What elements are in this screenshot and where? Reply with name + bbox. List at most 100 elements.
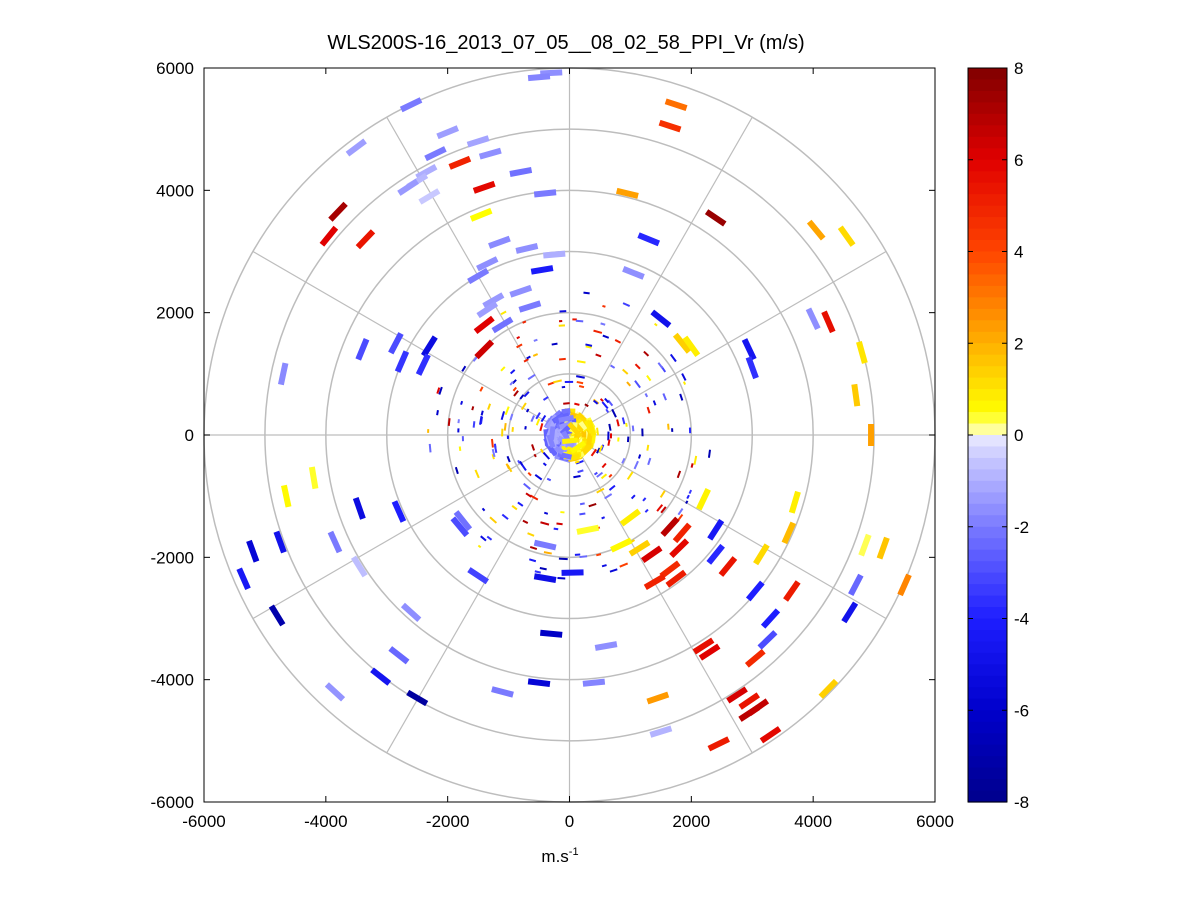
near-range-mark xyxy=(558,414,575,423)
mid-range-mark xyxy=(454,466,459,475)
mid-range-mark xyxy=(625,422,628,427)
colorbar-band xyxy=(968,641,1007,654)
mid-range-mark xyxy=(637,454,642,459)
mid-range-mark xyxy=(512,386,517,392)
mid-range-mark xyxy=(460,400,464,405)
velocity-return xyxy=(421,335,438,358)
velocity-return xyxy=(328,201,348,222)
velocity-return xyxy=(897,573,912,597)
velocity-return xyxy=(308,466,319,490)
near-range-mark xyxy=(586,419,597,437)
colorbar-band xyxy=(968,779,1007,792)
velocity-return xyxy=(707,518,725,541)
mid-range-mark xyxy=(595,353,602,358)
velocity-return xyxy=(391,500,407,523)
mid-range-mark xyxy=(593,399,599,405)
colorbar-band xyxy=(968,240,1007,253)
colorbar-band xyxy=(968,79,1007,92)
mid-range-mark xyxy=(644,393,649,398)
near-range-mark xyxy=(570,453,581,461)
colorbar-band xyxy=(968,148,1007,161)
velocity-return xyxy=(582,678,606,687)
colorbar-band xyxy=(968,354,1007,367)
mid-range-mark xyxy=(647,457,652,466)
mid-range-mark xyxy=(559,357,566,361)
y-tick-label: 0 xyxy=(185,426,194,445)
mid-range-mark xyxy=(553,379,562,384)
mid-range-mark xyxy=(600,322,606,326)
y-tick-label: 6000 xyxy=(156,59,194,78)
mid-range-mark xyxy=(646,444,650,451)
mid-range-mark xyxy=(646,406,651,414)
velocity-return xyxy=(783,580,801,602)
colorbar-band xyxy=(968,549,1007,562)
azimuth-spoke xyxy=(568,116,753,436)
mid-range-mark xyxy=(509,413,514,421)
near-range-mark xyxy=(552,427,559,445)
mid-range-mark xyxy=(677,513,684,521)
near-range-mark xyxy=(582,442,593,454)
velocity-return xyxy=(277,362,289,386)
mid-range-mark xyxy=(480,535,487,542)
mid-range-mark xyxy=(681,373,687,381)
colorbar-band xyxy=(968,343,1007,356)
mid-range-mark xyxy=(540,414,547,423)
velocity-return xyxy=(594,641,618,651)
velocity-return xyxy=(450,516,470,538)
colorbar-band xyxy=(968,710,1007,723)
chart-title: WLS200S-16_2013_07_05__08_02_58_PPI_Vr (… xyxy=(327,32,804,54)
x-tick-label: 4000 xyxy=(794,812,832,831)
colorbar-band xyxy=(968,113,1007,126)
mid-range-mark xyxy=(489,516,498,524)
colorbar-band xyxy=(968,687,1007,700)
mid-range-mark xyxy=(608,423,612,431)
velocity-return xyxy=(876,536,890,560)
x-axis-label-exponent: -1 xyxy=(569,846,579,858)
colorbar-band xyxy=(968,331,1007,344)
velocity-return xyxy=(650,309,672,328)
near-range-mark xyxy=(567,421,583,439)
mid-range-mark xyxy=(477,544,482,549)
mid-range-mark xyxy=(532,353,539,357)
mid-range-mark xyxy=(607,439,611,446)
velocity-return xyxy=(615,187,639,199)
azimuth-spoke xyxy=(252,434,570,620)
colorbar-band xyxy=(968,400,1007,413)
velocity-return xyxy=(692,637,715,655)
velocity-return xyxy=(841,601,859,624)
mid-range-mark xyxy=(677,507,684,516)
x-tick-label: 6000 xyxy=(916,812,954,831)
velocity-return xyxy=(788,490,801,514)
mid-range-mark xyxy=(631,425,635,432)
mid-range-mark xyxy=(616,419,620,427)
y-tick-label: -2000 xyxy=(151,548,194,567)
velocity-return xyxy=(576,524,600,535)
near-range-mark xyxy=(586,430,594,446)
velocity-return xyxy=(619,508,642,527)
mid-range-mark xyxy=(525,408,530,413)
mid-range-mark xyxy=(621,457,626,464)
velocity-return xyxy=(760,608,781,629)
mid-range-mark xyxy=(510,369,516,375)
velocity-return xyxy=(476,256,499,272)
mid-range-mark xyxy=(596,471,604,478)
colorbar-band xyxy=(968,492,1007,505)
near-range-mark xyxy=(561,437,579,445)
mid-range-mark xyxy=(660,506,667,514)
mid-range-mark xyxy=(530,415,535,423)
velocity-return xyxy=(672,522,692,544)
colorbar-tick-label: -8 xyxy=(1014,793,1029,812)
colorbar-band xyxy=(968,790,1007,803)
mid-range-mark xyxy=(523,358,529,363)
mid-range-mark xyxy=(600,473,608,480)
velocity-return xyxy=(682,335,701,357)
velocity-return xyxy=(397,178,419,196)
velocity-return xyxy=(744,648,766,668)
y-tick-label: -6000 xyxy=(151,793,194,812)
mid-range-mark xyxy=(608,484,616,491)
colorbar-band xyxy=(968,698,1007,711)
velocity-return xyxy=(466,135,490,148)
colorbar-tick-label: -4 xyxy=(1014,610,1029,629)
velocity-return xyxy=(818,678,839,699)
